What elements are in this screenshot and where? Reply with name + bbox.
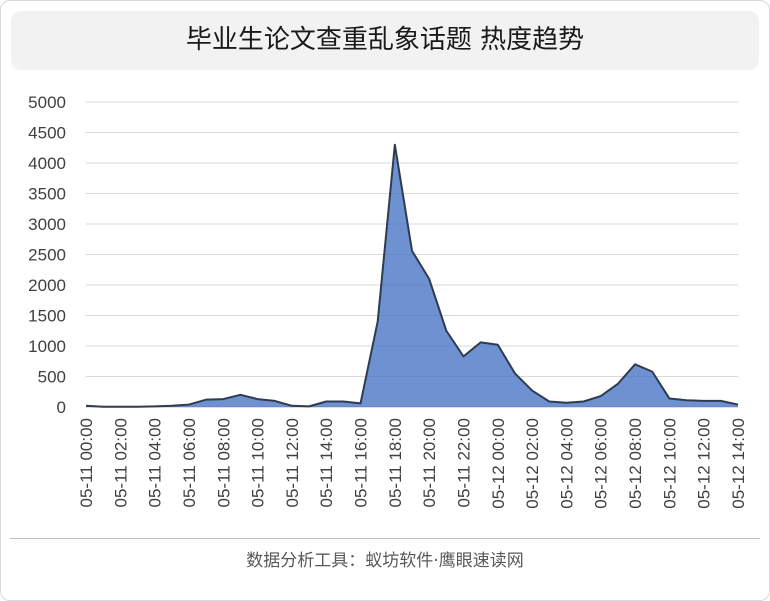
area-chart: 0 500 1000 1500 2000 2500 3000 3500 4000 4500 5000…	[28, 93, 748, 509]
y-tick-label: 5000	[28, 93, 66, 112]
series-area	[86, 144, 738, 407]
x-tick-label: 05-12 02:00	[523, 418, 542, 509]
x-tick-label: 05-11 08:00	[214, 418, 233, 507]
x-tick-label: 05-11 06:00	[180, 418, 199, 507]
y-tick-label: 2500	[28, 246, 66, 265]
x-tick-label: 05-11 20:00	[420, 418, 439, 507]
x-tick-label: 05-12 14:00	[729, 418, 748, 509]
x-tick-label: 05-11 18:00	[386, 418, 405, 507]
x-tick-label: 05-12 06:00	[592, 418, 611, 509]
title-box: 毕业生论文查重乱象话题 热度趋势	[11, 11, 759, 70]
chart-title: 毕业生论文查重乱象话题 热度趋势	[185, 25, 585, 55]
y-tick-label: 3500	[28, 185, 66, 204]
x-tick-label: 05-12 10:00	[660, 418, 679, 509]
x-tick-label: 05-11 04:00	[146, 418, 165, 507]
x-tick-label: 05-11 22:00	[454, 418, 473, 507]
y-tick-label: 2000	[28, 276, 66, 295]
x-tick-label: 05-12 00:00	[489, 418, 508, 509]
x-tick-label: 05-12 08:00	[626, 418, 645, 509]
x-tick-label: 05-11 12:00	[283, 418, 302, 507]
x-tick-label: 05-11 16:00	[352, 418, 371, 507]
x-tick-label: 05-11 02:00	[111, 418, 130, 507]
y-tick-label: 1500	[28, 307, 66, 326]
footer-divider	[10, 538, 760, 539]
x-tick-label: 05-11 00:00	[77, 418, 96, 507]
y-tick-label: 1000	[28, 337, 66, 356]
footer-source: 数据分析工具：蚁坊软件·鹰眼速读网	[246, 551, 524, 571]
x-tick-label: 05-11 14:00	[317, 418, 336, 507]
x-tick-label: 05-12 12:00	[695, 418, 714, 509]
y-tick-label: 3000	[28, 215, 66, 234]
y-tick-label: 4000	[28, 154, 66, 173]
y-tick-label: 0	[57, 398, 66, 417]
x-tick-label: 05-11 10:00	[249, 418, 268, 507]
y-tick-label: 4500	[28, 124, 66, 143]
series-line	[85, 143, 739, 408]
y-tick-label: 500	[38, 368, 66, 387]
x-tick-label: 05-12 04:00	[557, 418, 576, 509]
